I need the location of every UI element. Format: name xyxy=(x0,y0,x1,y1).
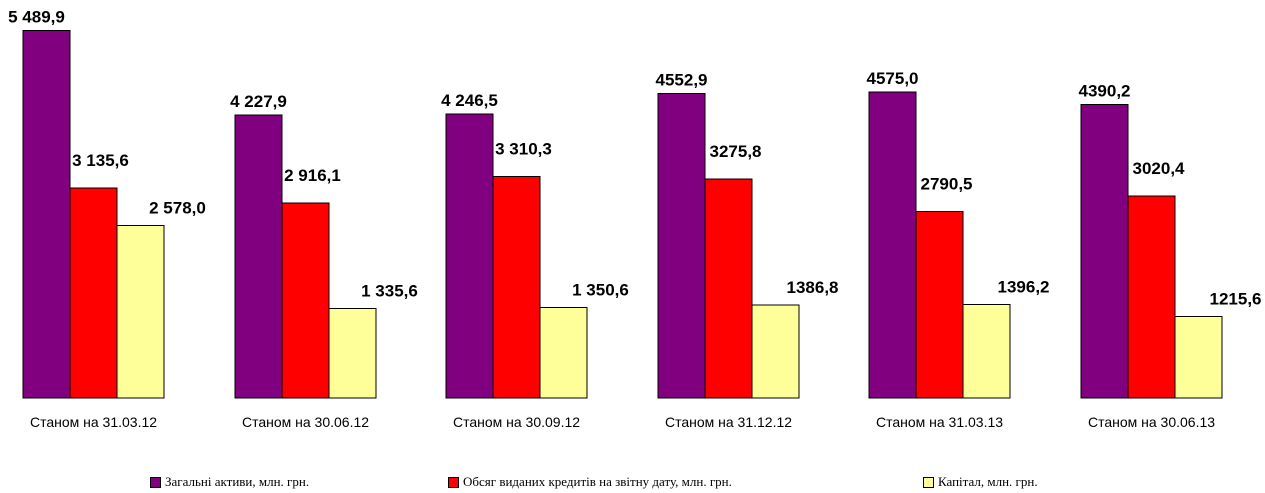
bar-total-assets-2 xyxy=(234,114,283,399)
bar-loans-issued-5 xyxy=(915,210,964,399)
bar-chart: 5 489,9 3 135,6 2 578,0 Станом на 31.03.12 4… xyxy=(8,8,1262,430)
data-label-loans-issued-2: 2 916,1 xyxy=(284,166,341,185)
bar-loans-issued-2 xyxy=(281,202,330,399)
bar-loans-issued-4 xyxy=(704,178,753,399)
data-label-capital-3: 1 350,6 xyxy=(572,281,629,300)
data-label-loans-issued-4: 3275,8 xyxy=(710,142,762,161)
bar-loans-issued-6 xyxy=(1127,195,1176,399)
data-label-total-assets-3: 4 246,5 xyxy=(441,91,498,110)
data-label-capital-5: 1396,2 xyxy=(998,278,1050,297)
data-label-loans-issued-3: 3 310,3 xyxy=(495,140,552,159)
bar-total-assets-1 xyxy=(22,30,71,399)
data-label-capital-1: 2 578,0 xyxy=(149,199,206,218)
data-label-capital-4: 1386,8 xyxy=(787,278,839,297)
data-label-loans-issued-1: 3 135,6 xyxy=(72,151,129,170)
bar-total-assets-6 xyxy=(1080,103,1129,399)
legend-label-loans-issued: Обсяг виданих кредитів на звітну дату, м… xyxy=(463,474,732,489)
legend: Загальні активи, млн. грн. Обсяг виданих… xyxy=(0,474,1265,492)
legend-swatch-loans-issued xyxy=(448,476,459,488)
x-tick-label-3: Станом на 30.09.12 xyxy=(453,414,580,430)
data-label-capital-2: 1 335,6 xyxy=(361,282,418,301)
x-tick-label-2: Станом на 30.06.12 xyxy=(242,414,369,430)
bar-capital-5 xyxy=(962,304,1011,399)
bar-total-assets-3 xyxy=(445,113,494,399)
x-tick-label-4: Станом на 31.12.12 xyxy=(665,414,792,430)
x-tick-label-1: Станом на 31.03.12 xyxy=(30,414,157,430)
legend-label-total-assets: Загальні активи, млн. грн. xyxy=(165,474,310,489)
bar-loans-issued-3 xyxy=(492,176,541,399)
data-label-total-assets-4: 4552,9 xyxy=(656,70,708,89)
data-label-total-assets-5: 4575,0 xyxy=(867,69,919,88)
legend-item-total-assets: Загальні активи, млн. грн. xyxy=(150,474,309,490)
bar-loans-issued-1 xyxy=(69,187,118,399)
legend-item-loans-issued: Обсяг виданих кредитів на звітну дату, м… xyxy=(448,474,732,490)
data-label-loans-issued-6: 3020,4 xyxy=(1133,159,1186,178)
bar-total-assets-4 xyxy=(657,92,706,399)
data-label-loans-issued-5: 2790,5 xyxy=(921,174,973,193)
data-label-capital-6: 1215,6 xyxy=(1210,290,1262,309)
bar-capital-6 xyxy=(1174,316,1223,399)
data-label-total-assets-2: 4 227,9 xyxy=(230,92,287,111)
legend-swatch-total-assets xyxy=(150,476,161,488)
data-label-total-assets-1: 5 489,9 xyxy=(8,8,65,27)
legend-item-capital: Капітал, млн. грн. xyxy=(923,474,1038,490)
legend-label-capital: Капітал, млн. грн. xyxy=(938,474,1038,489)
bar-capital-4 xyxy=(751,304,800,399)
data-label-total-assets-6: 4390,2 xyxy=(1079,81,1131,100)
legend-swatch-capital xyxy=(923,476,934,488)
x-tick-label-6: Станом на 30.06.13 xyxy=(1088,414,1215,430)
x-tick-label-5: Станом на 31.03.13 xyxy=(876,414,1003,430)
bar-capital-3 xyxy=(539,307,588,399)
bar-capital-2 xyxy=(328,308,377,399)
bar-capital-1 xyxy=(116,225,165,399)
bar-total-assets-5 xyxy=(868,91,917,399)
